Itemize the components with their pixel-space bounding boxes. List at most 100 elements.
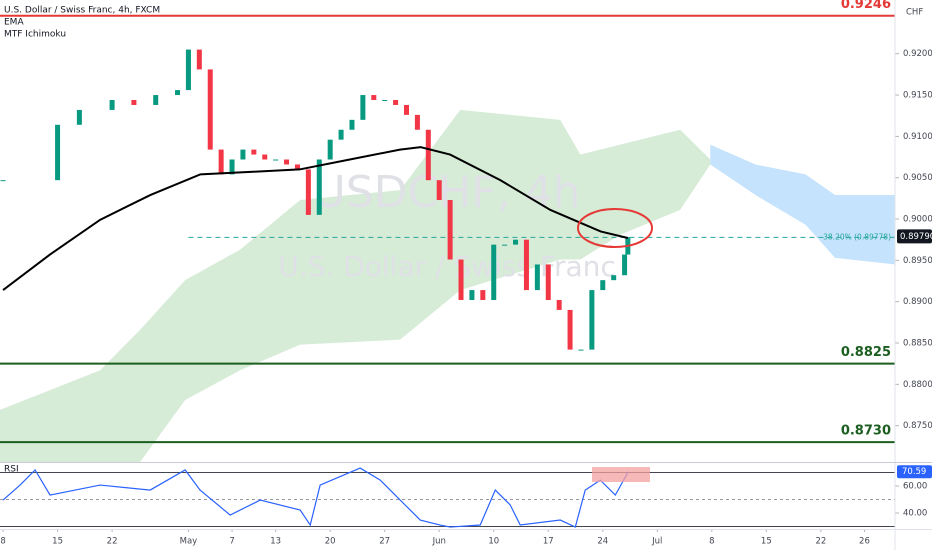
candle xyxy=(196,49,202,70)
candle xyxy=(185,49,191,91)
candle xyxy=(371,95,377,101)
rsi-title: RSI xyxy=(4,465,19,475)
rsi-last-label: 70.59 xyxy=(902,467,926,477)
rsi-highlight xyxy=(592,467,650,482)
candle xyxy=(491,244,497,301)
candle xyxy=(316,159,322,215)
x-tick-label: 7 xyxy=(229,537,234,547)
y-tick-label: 0.87500 xyxy=(903,421,932,431)
candle xyxy=(611,275,617,281)
candle xyxy=(567,309,573,350)
y-tick-label: 60.00 xyxy=(903,482,927,492)
last-price-label: 0.89790 xyxy=(900,232,932,242)
candle xyxy=(360,95,366,120)
x-tick-label: 10 xyxy=(488,537,499,547)
watermark-symbol: USDCHF, 4h xyxy=(314,167,581,218)
x-tick-label: 27 xyxy=(379,537,390,547)
highlight-ellipse xyxy=(577,208,653,248)
candle xyxy=(175,90,181,96)
indicator-label: EMA xyxy=(4,18,24,28)
candle xyxy=(0,180,6,182)
candle xyxy=(436,180,442,201)
candle xyxy=(284,159,290,165)
chart-title: U.S. Dollar / Swiss Franc, 4h, FXCM xyxy=(4,6,160,16)
candle xyxy=(382,100,388,102)
candle xyxy=(294,164,300,170)
x-tick-label: 20 xyxy=(325,537,336,547)
x-tick-label: 15 xyxy=(52,537,63,547)
candle xyxy=(218,149,224,175)
candle xyxy=(556,300,562,310)
candle xyxy=(589,290,595,350)
x-tick-label: 17 xyxy=(543,537,554,547)
ema-line xyxy=(2,146,629,291)
price-level-label: 0.9246 xyxy=(841,0,891,12)
candle xyxy=(414,114,420,130)
candle xyxy=(109,100,115,110)
candle xyxy=(578,349,584,351)
candle xyxy=(76,109,82,125)
candle xyxy=(229,159,235,175)
candle xyxy=(622,254,628,276)
x-tick-label: 22 xyxy=(815,537,826,547)
candle xyxy=(153,95,159,105)
candle xyxy=(240,149,246,160)
candle xyxy=(55,124,61,181)
x-tick-label: 15 xyxy=(761,537,772,547)
currency-label: CHF xyxy=(906,8,923,18)
y-tick-label: 40.00 xyxy=(903,509,927,519)
rsi-last-tag xyxy=(897,465,932,479)
candle xyxy=(207,69,213,150)
fib-label: 38.20% (0.89778) xyxy=(823,232,891,241)
candle xyxy=(447,200,453,260)
candle xyxy=(131,100,137,105)
candle xyxy=(600,280,606,291)
x-tick-label: 8 xyxy=(709,537,714,547)
candle xyxy=(545,264,551,301)
candle xyxy=(425,129,431,181)
candle xyxy=(393,100,399,105)
price-level-label: 0.8730 xyxy=(841,424,891,439)
back-layer xyxy=(0,109,895,462)
candle xyxy=(262,154,268,160)
x-tick-label: Jul xyxy=(651,537,662,547)
candle xyxy=(305,169,311,215)
candle xyxy=(349,119,355,130)
x-tick-label: 8 xyxy=(0,537,5,547)
rsi-line xyxy=(2,467,629,528)
candle xyxy=(513,239,519,245)
candle xyxy=(327,139,333,160)
candle xyxy=(469,290,475,301)
x-tick-label: 13 xyxy=(270,537,281,547)
watermark-name: U.S. Dollar / Swiss Franc xyxy=(278,250,616,283)
indicator-label: MTF Ichimoku xyxy=(4,30,66,40)
last-price-tag xyxy=(897,229,932,244)
candle xyxy=(480,290,486,301)
ichimoku-cloud xyxy=(0,109,711,462)
candle xyxy=(404,104,410,115)
x-tick-label: Jun xyxy=(432,537,446,547)
candle xyxy=(458,259,464,301)
candle xyxy=(502,244,508,246)
ichimoku-cloud xyxy=(710,144,895,265)
candle xyxy=(273,159,279,161)
x-tick-label: 22 xyxy=(107,537,118,547)
price-level-label: 0.8825 xyxy=(841,345,891,360)
x-tick-label: May xyxy=(180,537,198,547)
candle xyxy=(534,264,540,291)
x-tick-label: 26 xyxy=(859,537,870,547)
x-tick-label: 24 xyxy=(597,537,608,547)
candle xyxy=(523,239,529,291)
candle xyxy=(338,129,344,140)
